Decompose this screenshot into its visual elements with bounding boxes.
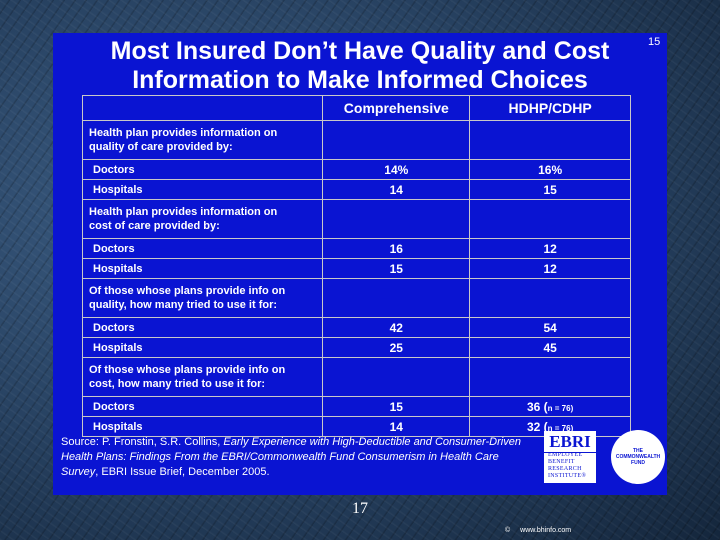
cell-comprehensive: 15	[322, 258, 471, 279]
section-label: Health plan provides information on quali…	[81, 120, 324, 160]
ebri-logo: EBRI EMPLOYEE BENEFIT RESEARCH INSTITUTE…	[544, 431, 596, 483]
table-row: Doctors 16 12	[81, 238, 631, 259]
section-label: Of those whose plans provide info on cost…	[81, 357, 324, 397]
section-row: Of those whose plans provide info on qual…	[81, 278, 631, 318]
row-label: Hospitals	[81, 258, 324, 279]
table-row: Doctors 15 36 (n = 76)	[81, 396, 631, 417]
source-title: Early Experience with High-Deductible an…	[61, 436, 521, 478]
table-row: Hospitals 14 15	[81, 179, 631, 200]
cell-hdhp: 15	[469, 179, 631, 200]
slide: Most Insured Don’t Have Quality and Cost…	[53, 33, 667, 495]
table-row: Hospitals 15 12	[81, 258, 631, 279]
sample-size-note: n = 76)	[547, 423, 574, 433]
row-label: Doctors	[81, 317, 324, 338]
row-label: Doctors	[81, 159, 324, 180]
data-table: Comprehensive HDHP/CDHP Health plan prov…	[81, 95, 631, 437]
cell-comprehensive: 25	[322, 337, 471, 358]
cell-comprehensive: 14	[322, 416, 471, 437]
cell-comprehensive: 14%	[322, 159, 471, 180]
section-label: Health plan provides information on cost …	[81, 199, 324, 239]
header-blank	[81, 95, 324, 121]
section-label: Of those whose plans provide info on qual…	[81, 278, 324, 318]
table-row: Hospitals 25 45	[81, 337, 631, 358]
table-header-row: Comprehensive HDHP/CDHP	[81, 95, 631, 121]
header-comprehensive: Comprehensive	[322, 95, 471, 121]
copyright-footer: © www.bhinfo.com	[505, 527, 571, 534]
cell-comprehensive: 42	[322, 317, 471, 338]
copyright-icon: ©	[505, 527, 511, 534]
cell-comprehensive: 16	[322, 238, 471, 259]
page-number: 17	[352, 500, 368, 517]
slide-title: Most Insured Don’t Have Quality and Cost…	[53, 37, 667, 95]
cell-hdhp: 36 (n = 76)	[469, 396, 631, 417]
cell-hdhp: 12	[469, 258, 631, 279]
slide-number: 15	[648, 36, 661, 48]
table-row: Doctors 42 54	[81, 317, 631, 338]
cell-hdhp: 16%	[469, 159, 631, 180]
row-label: Doctors	[81, 396, 324, 417]
header-hdhp: HDHP/CDHP	[469, 95, 631, 121]
table-row: Doctors 14% 16%	[81, 159, 631, 180]
cell-comprehensive: 15	[322, 396, 471, 417]
title-line-1: Most Insured Don’t Have Quality and Cost	[110, 37, 610, 65]
cell-hdhp: 54	[469, 317, 631, 338]
row-label: Hospitals	[81, 337, 324, 358]
source-citation: Source: P. Fronstin, S.R. Collins, Early…	[61, 436, 521, 478]
title-line-2: Information to Make Informed Choices	[132, 66, 588, 94]
sample-size-note: n = 76)	[547, 403, 574, 413]
row-label: Hospitals	[81, 179, 324, 200]
row-label: Doctors	[81, 238, 324, 259]
cell-hdhp: 45	[469, 337, 631, 358]
section-row: Health plan provides information on quali…	[81, 120, 631, 160]
section-row: Health plan provides information on cost …	[81, 199, 631, 239]
cell-hdhp: 12	[469, 238, 631, 259]
site-link[interactable]: www.bhinfo.com	[520, 527, 572, 534]
row-label: Hospitals	[81, 416, 324, 437]
section-row: Of those whose plans provide info on cost…	[81, 357, 631, 397]
commonwealth-fund-logo: THE COMMONWEALTH FUND	[611, 430, 665, 484]
cell-comprehensive: 14	[322, 179, 471, 200]
